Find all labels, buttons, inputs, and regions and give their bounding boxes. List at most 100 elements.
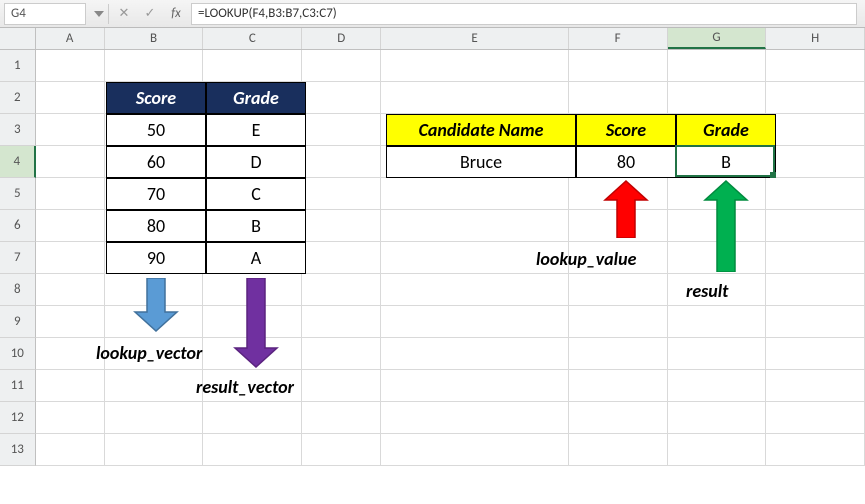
cell-A9[interactable] bbox=[36, 306, 105, 338]
cell-F2[interactable] bbox=[569, 82, 668, 114]
cell-A11[interactable] bbox=[36, 370, 105, 402]
cell-G9[interactable] bbox=[668, 306, 767, 338]
column-header-A[interactable]: A bbox=[36, 28, 105, 49]
cell-A5[interactable] bbox=[36, 178, 105, 210]
column-header-G[interactable]: G bbox=[668, 28, 767, 49]
cell-F12[interactable] bbox=[569, 402, 668, 434]
name-box-dropdown[interactable] bbox=[90, 11, 108, 17]
cell-G13[interactable] bbox=[668, 434, 767, 466]
cell-H9[interactable] bbox=[766, 306, 865, 338]
cell-B12[interactable] bbox=[105, 402, 204, 434]
cell-E6[interactable] bbox=[381, 210, 569, 242]
cell-E1[interactable] bbox=[381, 50, 569, 82]
cell-D3[interactable] bbox=[302, 114, 381, 146]
cell-A6[interactable] bbox=[36, 210, 105, 242]
row-header-8[interactable]: 8 bbox=[0, 274, 36, 306]
cell-D12[interactable] bbox=[302, 402, 381, 434]
cell-G11[interactable] bbox=[668, 370, 767, 402]
cell-F9[interactable] bbox=[569, 306, 668, 338]
cell-B11[interactable] bbox=[105, 370, 204, 402]
name-box[interactable]: G4 bbox=[4, 3, 86, 25]
cell-G2[interactable] bbox=[668, 82, 767, 114]
cell-G1[interactable] bbox=[668, 50, 767, 82]
cell-E13[interactable] bbox=[381, 434, 569, 466]
insert-function-button[interactable]: fx bbox=[165, 4, 187, 24]
cell-H7[interactable] bbox=[766, 242, 865, 274]
cell-D10[interactable] bbox=[302, 338, 381, 370]
column-header-H[interactable]: H bbox=[766, 28, 865, 49]
cell-D13[interactable] bbox=[302, 434, 381, 466]
cell-A7[interactable] bbox=[36, 242, 105, 274]
cell-H8[interactable] bbox=[766, 274, 865, 306]
cell-H11[interactable] bbox=[766, 370, 865, 402]
cell-D6[interactable] bbox=[302, 210, 381, 242]
spreadsheet-grid[interactable]: ABCDEFGH 12345678910111213 ScoreGrade50E… bbox=[0, 28, 865, 466]
cell-H5[interactable] bbox=[766, 178, 865, 210]
cell-G12[interactable] bbox=[668, 402, 767, 434]
row-header-5[interactable]: 5 bbox=[0, 178, 36, 210]
cell-F11[interactable] bbox=[569, 370, 668, 402]
cell-A10[interactable] bbox=[36, 338, 105, 370]
row-header-12[interactable]: 12 bbox=[0, 402, 36, 434]
cell-H2[interactable] bbox=[766, 82, 865, 114]
row-header-2[interactable]: 2 bbox=[0, 82, 36, 114]
column-header-F[interactable]: F bbox=[569, 28, 668, 49]
cell-C13[interactable] bbox=[203, 434, 302, 466]
cell-A13[interactable] bbox=[36, 434, 105, 466]
row-header-6[interactable]: 6 bbox=[0, 210, 36, 242]
row-header-13[interactable]: 13 bbox=[0, 434, 36, 466]
cell-B13[interactable] bbox=[105, 434, 204, 466]
cell-G10[interactable] bbox=[668, 338, 767, 370]
cell-A2[interactable] bbox=[36, 82, 105, 114]
cell-D1[interactable] bbox=[302, 50, 381, 82]
cell-H10[interactable] bbox=[766, 338, 865, 370]
cell-C12[interactable] bbox=[203, 402, 302, 434]
cell-E12[interactable] bbox=[381, 402, 569, 434]
cell-E11[interactable] bbox=[381, 370, 569, 402]
cell-F13[interactable] bbox=[569, 434, 668, 466]
cell-A12[interactable] bbox=[36, 402, 105, 434]
column-header-C[interactable]: C bbox=[203, 28, 302, 49]
row-header-11[interactable]: 11 bbox=[0, 370, 36, 402]
formula-input[interactable]: =LOOKUP(F4,B3:B7,C3:C7) bbox=[191, 3, 857, 25]
cell-F1[interactable] bbox=[569, 50, 668, 82]
cell-D7[interactable] bbox=[302, 242, 381, 274]
column-header-E[interactable]: E bbox=[381, 28, 569, 49]
cell-A1[interactable] bbox=[36, 50, 105, 82]
cell-F8[interactable] bbox=[569, 274, 668, 306]
cell-F10[interactable] bbox=[569, 338, 668, 370]
row-header-7[interactable]: 7 bbox=[0, 242, 36, 274]
cell-D4[interactable] bbox=[302, 146, 381, 178]
row-header-9[interactable]: 9 bbox=[0, 306, 36, 338]
cancel-formula-button[interactable]: ✕ bbox=[113, 4, 135, 24]
cell-D2[interactable] bbox=[302, 82, 381, 114]
row-header-1[interactable]: 1 bbox=[0, 50, 36, 82]
cell-C1[interactable] bbox=[203, 50, 302, 82]
select-all-corner[interactable] bbox=[0, 28, 36, 49]
cell-E8[interactable] bbox=[381, 274, 569, 306]
cell-D9[interactable] bbox=[302, 306, 381, 338]
cell-E2[interactable] bbox=[381, 82, 569, 114]
cell-B1[interactable] bbox=[105, 50, 204, 82]
cell-E10[interactable] bbox=[381, 338, 569, 370]
cell-A4[interactable] bbox=[36, 146, 105, 178]
cell-H13[interactable] bbox=[766, 434, 865, 466]
cell-H6[interactable] bbox=[766, 210, 865, 242]
cell-H4[interactable] bbox=[766, 146, 865, 178]
cell-E5[interactable] bbox=[381, 178, 569, 210]
confirm-formula-button[interactable]: ✓ bbox=[139, 4, 161, 24]
cell-H1[interactable] bbox=[766, 50, 865, 82]
cell-D5[interactable] bbox=[302, 178, 381, 210]
cell-A3[interactable] bbox=[36, 114, 105, 146]
cell-H3[interactable] bbox=[766, 114, 865, 146]
column-header-D[interactable]: D bbox=[302, 28, 381, 49]
row-header-3[interactable]: 3 bbox=[0, 114, 36, 146]
column-header-B[interactable]: B bbox=[105, 28, 204, 49]
cell-A8[interactable] bbox=[36, 274, 105, 306]
cell-E9[interactable] bbox=[381, 306, 569, 338]
cell-H12[interactable] bbox=[766, 402, 865, 434]
cell-D11[interactable] bbox=[302, 370, 381, 402]
row-header-10[interactable]: 10 bbox=[0, 338, 36, 370]
row-header-4[interactable]: 4 bbox=[0, 146, 36, 178]
cell-D8[interactable] bbox=[302, 274, 381, 306]
